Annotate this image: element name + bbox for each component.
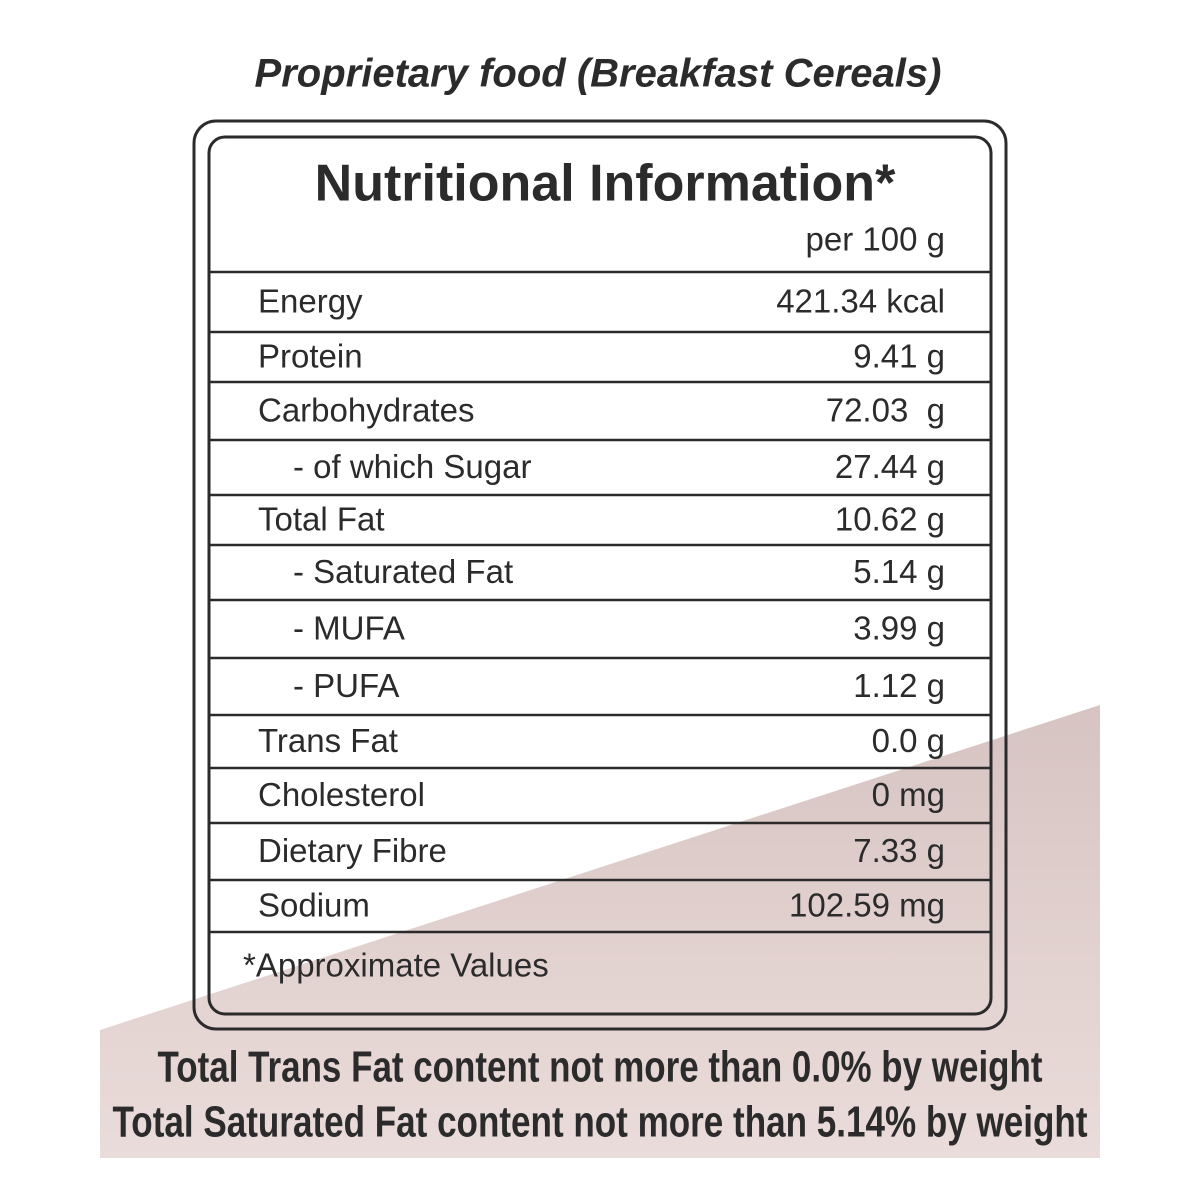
nutrient-name: Cholesterol [258,776,425,813]
nutrient-value: 1.12 g [853,667,945,704]
nutrient-value: 72.03 g [826,392,945,429]
inner-frame [207,135,993,1016]
note: Total Trans Fat content not more than 0.… [158,1043,1043,1092]
nutrient-value: 9.41 g [853,338,945,375]
nutrient-value: 27.44 g [835,448,945,485]
nutrient-name: Dietary Fibre [258,832,447,869]
nutrient-name: Protein [258,338,363,375]
outer-frame [192,119,1008,1031]
nutrient-value: 3.99 g [853,610,945,647]
title: Proprietary food (Breakfast Cereals) [255,52,942,96]
nutrient-value: 102.59 mg [789,887,945,924]
nutrient-name: Trans Fat [258,722,398,759]
per-serving: per 100 g [806,221,945,258]
nutrient-name: - Saturated Fat [293,553,513,590]
nutrient-value: 421.34 kcal [776,283,945,320]
nutrient-value: 5.14 g [853,553,945,590]
nutrient-name: Total Fat [258,501,385,538]
panel-heading: Nutritional Information* [315,155,896,213]
footnote: *Approximate Values [243,947,549,984]
nutrient-name: Sodium [258,887,370,924]
nutrient-name: Energy [258,283,363,320]
nutrient-name: Carbohydrates [258,392,474,429]
nutrient-value: 0.0 g [872,722,945,759]
nutrient-value: 7.33 g [853,832,945,869]
note: Total Saturated Fat content not more tha… [113,1098,1088,1147]
nutrient-name: - PUFA [293,667,399,704]
nutrient-name: - MUFA [293,610,405,647]
nutrient-name: - of which Sugar [293,448,531,485]
nutrient-value: 0 mg [872,776,945,813]
nutrient-value: 10.62 g [835,501,945,538]
